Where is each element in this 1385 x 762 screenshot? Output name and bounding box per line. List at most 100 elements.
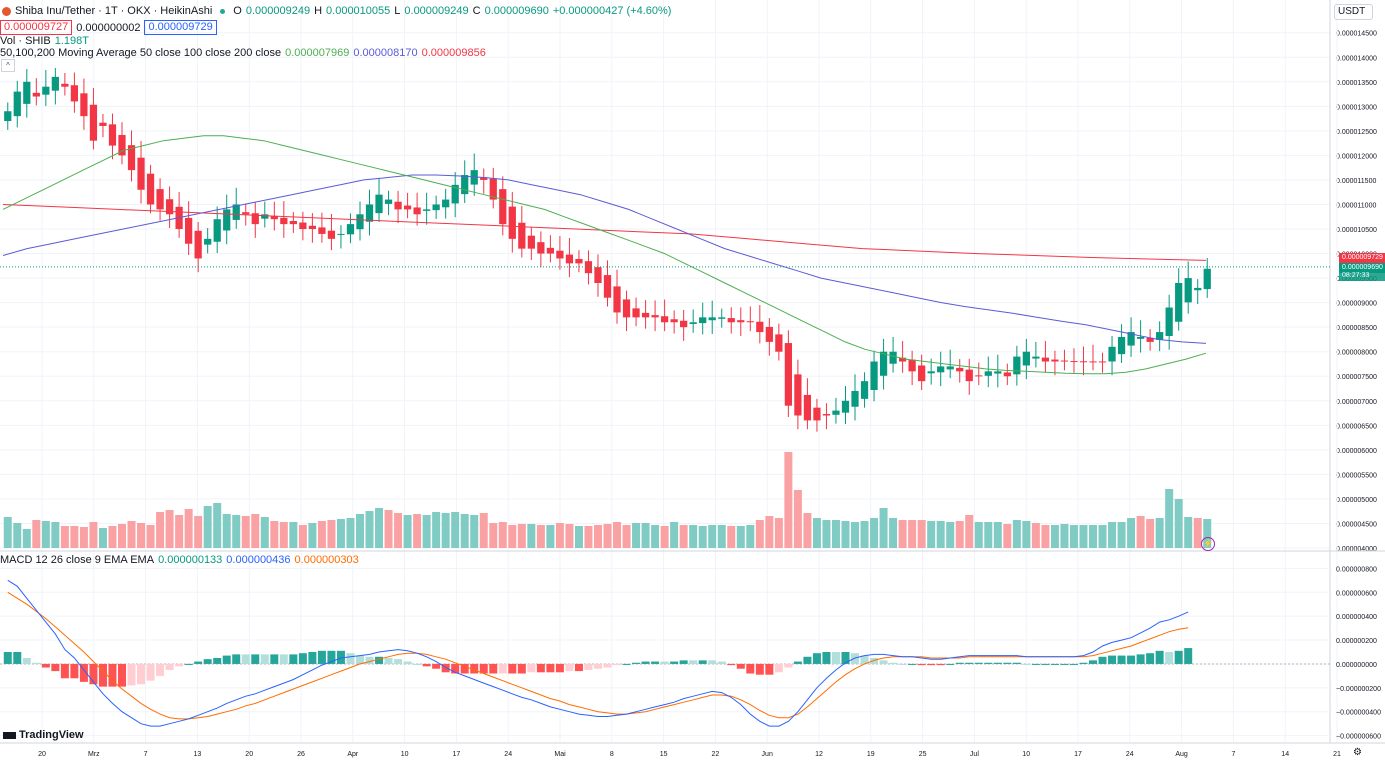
time-axis-label: 7 bbox=[1231, 751, 1235, 758]
time-axis-label: Mai bbox=[554, 751, 566, 758]
candle-body bbox=[670, 319, 678, 323]
volume-bar bbox=[213, 503, 222, 548]
ma-legend[interactable]: 50,100,200 Moving Average 50 close 100 c… bbox=[0, 47, 486, 59]
volume-bar bbox=[984, 522, 993, 548]
volume-bar bbox=[555, 523, 564, 548]
ohlc-high-label: H bbox=[314, 5, 323, 17]
macd-histogram-bar bbox=[984, 662, 993, 664]
volume-bar bbox=[908, 520, 917, 548]
close-price-flag: 0.000009690 bbox=[1339, 263, 1385, 273]
candle-body bbox=[822, 414, 831, 416]
candle-body bbox=[727, 318, 735, 323]
macd-histogram-bar bbox=[1127, 655, 1136, 664]
volume-bar bbox=[1012, 520, 1021, 548]
volume-bar bbox=[127, 521, 136, 548]
macd-histogram-bar bbox=[222, 655, 231, 664]
currency-selector[interactable]: USDT bbox=[1334, 4, 1373, 20]
macd-legend[interactable]: MACD 12 26 close 9 EMA EMA 0.000000133 0… bbox=[0, 554, 359, 566]
candle-body bbox=[413, 207, 421, 215]
volume-bar bbox=[336, 519, 345, 548]
volume-bar bbox=[203, 506, 212, 548]
settings-gear-icon[interactable]: ⚙ bbox=[1353, 747, 1362, 758]
macd-histogram-bar bbox=[194, 661, 203, 664]
spread-value: 0.000000002 bbox=[76, 21, 141, 34]
macd-histogram-bar bbox=[413, 663, 422, 665]
volume-bar bbox=[879, 508, 888, 548]
volume-bar bbox=[60, 526, 69, 548]
tradingview-logo[interactable]: TradingView bbox=[3, 729, 84, 741]
candle-body bbox=[898, 357, 907, 362]
volume-bar bbox=[51, 522, 60, 548]
ohlc-open-label: O bbox=[233, 5, 242, 17]
candle-body bbox=[1165, 307, 1173, 336]
macd-histogram-bar bbox=[1136, 654, 1145, 664]
time-axis-label: 20 bbox=[38, 751, 46, 758]
candle-body bbox=[1184, 278, 1192, 303]
macd-histogram-bar bbox=[508, 663, 517, 674]
macd-histogram-bar bbox=[89, 663, 98, 685]
macd-histogram-bar bbox=[565, 663, 574, 672]
buy-price-button[interactable]: 0.000009729 bbox=[144, 20, 217, 35]
macd-histogram-bar bbox=[479, 663, 488, 674]
candle-body bbox=[918, 365, 926, 382]
volume-bar bbox=[632, 523, 641, 548]
macd-histogram-bar bbox=[908, 663, 917, 665]
market-status-icon bbox=[220, 8, 226, 14]
macd-histogram-bar bbox=[889, 662, 898, 664]
volume-bar bbox=[403, 515, 412, 548]
candle-body bbox=[356, 214, 364, 230]
macd-histogram-bar bbox=[917, 663, 926, 666]
macd-histogram-bar bbox=[774, 663, 783, 673]
macd-histogram-bar bbox=[755, 663, 764, 675]
candle-body bbox=[1098, 361, 1107, 363]
candle-body bbox=[1136, 336, 1145, 339]
volume-bar bbox=[279, 522, 288, 548]
time-axis-label: 17 bbox=[1074, 751, 1082, 758]
volume-bar bbox=[108, 526, 117, 548]
candle-body bbox=[965, 369, 973, 382]
candle-body bbox=[13, 91, 21, 117]
macd-histogram-bar bbox=[793, 661, 802, 664]
symbol-title[interactable]: Shiba Inu/Tether · 1T · OKX · HeikinAshi bbox=[15, 5, 213, 17]
macd-histogram-bar bbox=[346, 653, 355, 664]
time-axis-label: Aug bbox=[1175, 751, 1188, 758]
volume-bar bbox=[717, 525, 726, 548]
macd-histogram-bar bbox=[622, 663, 631, 665]
volume-bar bbox=[517, 524, 526, 548]
volume-bar bbox=[803, 513, 812, 548]
volume-value: 1.198T bbox=[54, 35, 89, 47]
ohlc-close: 0.000009690 bbox=[484, 5, 549, 17]
volume-bar bbox=[1098, 525, 1107, 548]
volume-bar bbox=[432, 512, 441, 548]
volume-bar bbox=[327, 520, 336, 548]
volume-bar bbox=[1117, 522, 1126, 548]
candle-body bbox=[1156, 332, 1164, 340]
volume-bar bbox=[146, 525, 155, 548]
volume-legend[interactable]: Vol · SHIB 1.198T bbox=[0, 35, 89, 47]
candle-body bbox=[632, 308, 640, 318]
macd-histogram-bar bbox=[689, 660, 698, 664]
macd-histogram-bar bbox=[1022, 663, 1031, 665]
macd-histogram-bar bbox=[422, 663, 431, 667]
macd-histogram-bar bbox=[860, 655, 869, 664]
flash-icon[interactable]: ⚡ bbox=[1201, 537, 1215, 551]
volume-bar bbox=[298, 525, 307, 548]
macd-histogram-bar bbox=[679, 660, 688, 664]
ohlc-change: +0.000000427 (+4.60%) bbox=[552, 5, 672, 17]
candle-body bbox=[803, 394, 812, 421]
ma100-value: 0.000008170 bbox=[353, 47, 418, 59]
macd-axis-label: 0.000000600 bbox=[1336, 590, 1377, 597]
macd-axis-label: −0.000000400 bbox=[1336, 710, 1381, 717]
volume-bar bbox=[1136, 516, 1145, 548]
volume-bar bbox=[1079, 525, 1088, 548]
collapse-legend-button[interactable]: ^ bbox=[1, 59, 15, 72]
macd-histogram-bar bbox=[1050, 663, 1059, 665]
candle-body bbox=[384, 199, 393, 204]
price-axis-label: 0.000006000 bbox=[1336, 448, 1377, 455]
macd-histogram-bar bbox=[3, 652, 12, 664]
macd-histogram-bar bbox=[451, 663, 460, 674]
candle-body bbox=[651, 315, 659, 318]
candle-body bbox=[1022, 351, 1030, 366]
sell-price-button[interactable]: 0.000009727 bbox=[0, 20, 73, 35]
